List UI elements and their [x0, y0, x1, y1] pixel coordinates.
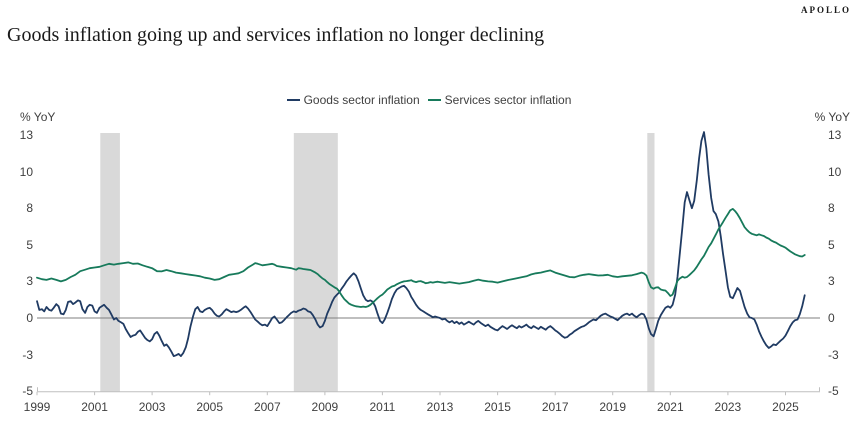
recession-band: [293, 133, 338, 392]
y-axis-tick-label-right: 3: [828, 274, 835, 289]
page-title: Goods inflation going up and services in…: [7, 24, 545, 46]
x-axis-tick-label: 2015: [484, 400, 511, 414]
y-axis-tick-label-right: 5: [828, 237, 835, 252]
x-axis-tick-label: 2025: [772, 400, 799, 414]
recession-band: [647, 133, 655, 392]
x-axis-tick-label: 2001: [81, 400, 108, 414]
legend-item-services: Services sector inflation: [427, 93, 572, 107]
legend-label-services: Services sector inflation: [444, 93, 572, 107]
y-axis-tick-label-left: 5: [26, 237, 33, 252]
y-axis-tick-label-left: 10: [19, 164, 33, 179]
y-axis-tick-label-right: 8: [828, 201, 835, 216]
x-axis-tick-label: 2003: [138, 400, 166, 414]
x-axis-tick-label: 2007: [253, 400, 281, 414]
apollo-logo: APOLLO: [800, 5, 851, 15]
x-axis-tick-label: 2011: [369, 400, 396, 414]
y-axis-tick-label-left: 0: [26, 311, 33, 325]
x-axis-tick-label: 2023: [714, 400, 742, 414]
legend-label-goods: Goods sector inflation: [303, 93, 420, 107]
goods-line-swatch: [286, 98, 300, 102]
x-axis-tick-label: 2021: [656, 400, 684, 414]
services-inflation-line: [36, 207, 806, 308]
y-axis-tick-label-right: 0: [828, 311, 835, 325]
y-axis-tick-label-left: 8: [26, 201, 33, 216]
x-axis-tick-label: 2009: [311, 400, 339, 414]
y-axis-unit-label-right: % YoY: [814, 110, 850, 124]
x-axis-tick-label: 2005: [196, 400, 224, 414]
recession-band: [100, 133, 120, 392]
x-axis-tick-label: 2019: [599, 400, 627, 414]
y-axis-tick-label-left: -5: [22, 384, 33, 399]
x-axis-tick-label: 2017: [541, 400, 569, 414]
services-line-swatch: [427, 98, 441, 102]
goods-inflation-line: [36, 131, 806, 358]
y-axis-tick-label-right: -5: [828, 384, 839, 399]
y-axis-tick-label-right: 13: [828, 128, 842, 142]
x-axis-tick-label: 1999: [23, 400, 51, 414]
y-axis-tick-label-right: 10: [828, 164, 842, 179]
legend-item-goods: Goods sector inflation: [286, 93, 420, 107]
x-axis-tick-label: 2013: [426, 400, 454, 414]
y-axis-tick-label-left: 3: [26, 274, 33, 289]
chart-legend: Goods sector inflation Services sector i…: [0, 93, 858, 107]
y-axis-tick-label-left: -3: [22, 347, 33, 362]
y-axis-unit-label-left: % YoY: [20, 110, 56, 124]
y-axis-tick-label-right: -3: [828, 347, 839, 362]
y-axis-tick-label-left: 13: [19, 128, 33, 142]
